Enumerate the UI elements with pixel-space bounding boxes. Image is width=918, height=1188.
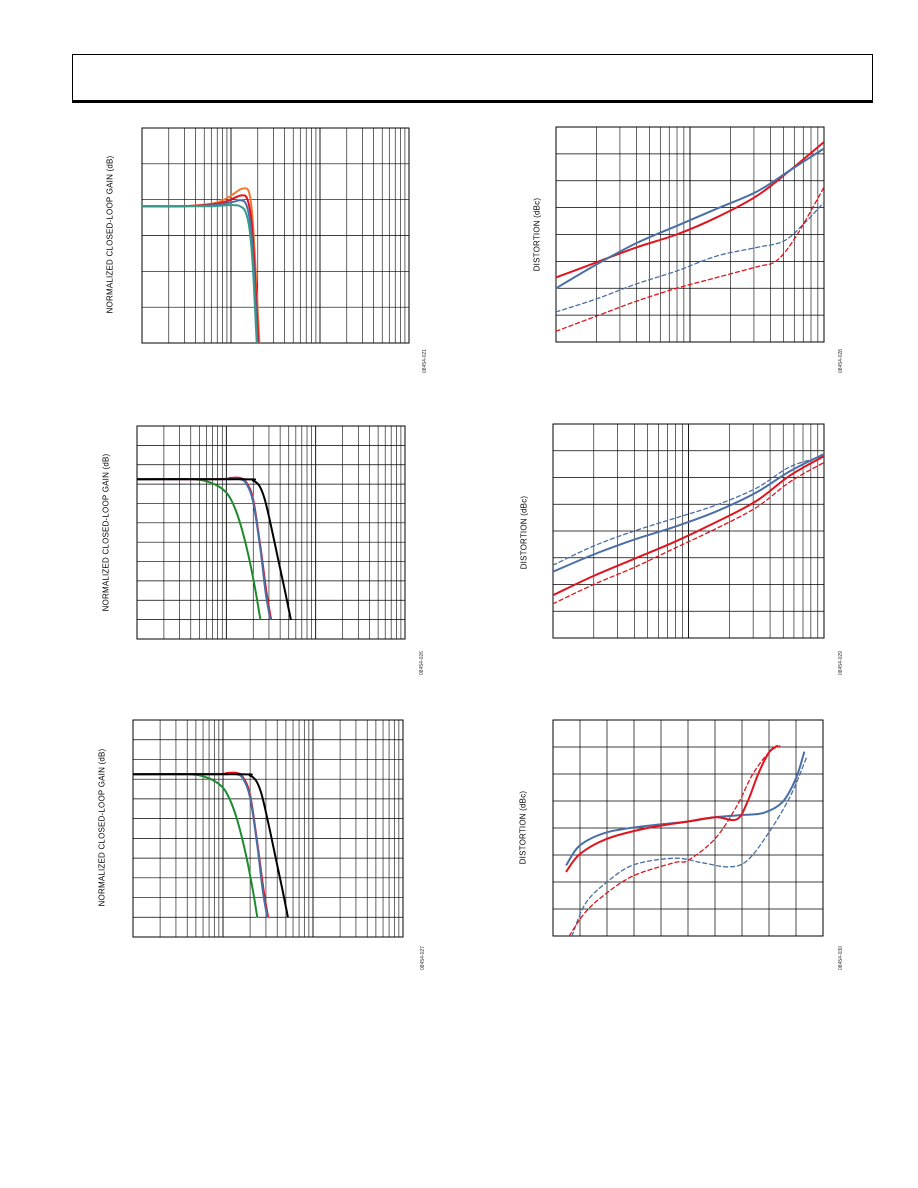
- series-line-red-dashed: [556, 186, 824, 332]
- series-group: [133, 771, 289, 918]
- fignum-fig29: 08454-029: [838, 651, 844, 675]
- ylabel-fig27: NORMALIZED CLOSED-LOOP GAIN (dB): [97, 748, 107, 907]
- series-line-red: [142, 194, 260, 343]
- plot-frame: [555, 126, 825, 343]
- plot-frame: [552, 719, 824, 937]
- series-line-red: [133, 771, 269, 918]
- series-line-blue: [556, 147, 824, 290]
- chart-fig29-svg: [552, 423, 825, 639]
- grid: [553, 424, 824, 638]
- grid: [133, 720, 403, 937]
- chart-fig29: [552, 423, 825, 639]
- plot-frame: [136, 425, 406, 640]
- chart-fig26: [136, 425, 406, 640]
- series-line-red: [565, 744, 779, 873]
- chart-fig30: [552, 719, 824, 937]
- fignum-fig26: 08454-026: [419, 651, 425, 675]
- series-group: [565, 744, 808, 936]
- ylabel-fig29: DISTORTION (dBc): [519, 495, 529, 570]
- chart-fig26-svg: [136, 425, 406, 640]
- series-group: [142, 187, 261, 343]
- series-line-red: [553, 455, 824, 597]
- series-line-blue: [137, 477, 272, 620]
- chart-fig21: [141, 127, 410, 344]
- fignum-fig30: 08454-030: [838, 946, 844, 970]
- plot-frame: [141, 127, 410, 344]
- chart-fig28-svg: [555, 126, 825, 343]
- chart-fig30-svg: [552, 719, 824, 937]
- ylabel-fig28: DISTORTION (dBc): [532, 197, 542, 272]
- page-header: [72, 54, 873, 103]
- series-line-black: [137, 478, 292, 620]
- series-line-green: [133, 773, 259, 918]
- chart-fig28: [555, 126, 825, 343]
- grid: [142, 128, 409, 343]
- series-group: [553, 453, 824, 605]
- series-line-red-dashed: [553, 461, 824, 605]
- chart-fig27-svg: [132, 719, 404, 938]
- series-line-teal: [142, 204, 258, 343]
- series-line-blue: [133, 772, 269, 918]
- ylabel-fig21: NORMALIZED CLOSED-LOOP GAIN (dB): [105, 155, 115, 314]
- fignum-fig27: 08454-027: [420, 946, 426, 970]
- series-line-red: [137, 476, 272, 620]
- series-group: [556, 141, 824, 332]
- chart-fig27: [132, 719, 404, 938]
- series-line-black: [133, 773, 289, 918]
- series-group: [137, 476, 292, 620]
- series-line-blue-dashed: [556, 201, 824, 313]
- fignum-fig28: 08454-028: [838, 349, 844, 373]
- ylabel-fig30: DISTORTION (dBc): [518, 790, 528, 865]
- grid: [556, 127, 824, 342]
- series-line-blue: [565, 751, 806, 866]
- series-line-blue: [142, 199, 259, 343]
- grid: [137, 426, 405, 639]
- series-line-blue-dashed: [553, 455, 824, 566]
- series-line-blue-dashed: [571, 756, 808, 936]
- series-line-blue: [553, 453, 824, 573]
- fignum-fig21: 08454-021: [422, 349, 428, 373]
- grid: [553, 720, 823, 936]
- series-line-red-dashed: [568, 745, 781, 936]
- series-line-green: [137, 478, 262, 620]
- plot-frame: [132, 719, 404, 938]
- plot-frame: [552, 423, 825, 639]
- series-line-orange: [142, 187, 261, 343]
- chart-fig21-svg: [141, 127, 410, 344]
- ylabel-fig26: NORMALIZED CLOSED-LOOP GAIN (dB): [101, 453, 111, 612]
